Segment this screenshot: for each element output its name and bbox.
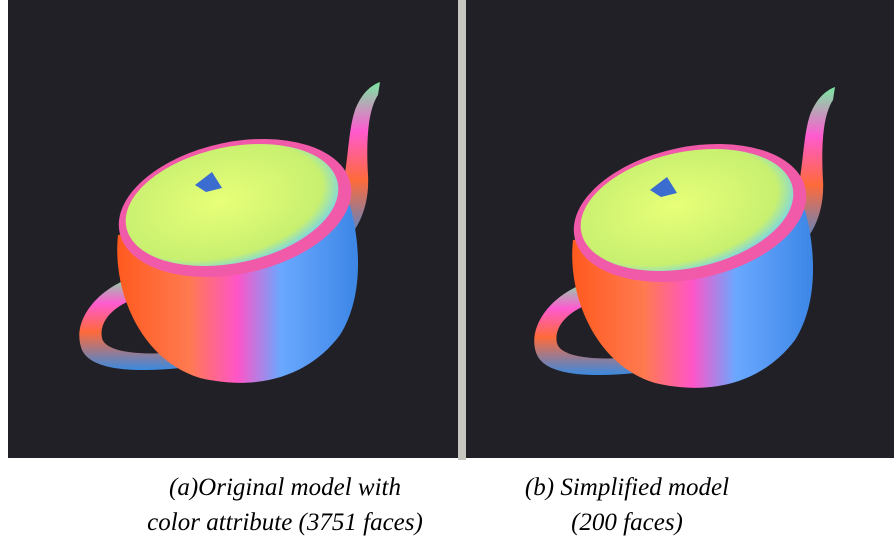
- teapot-images: [0, 0, 894, 460]
- figure-page: (a)Original model with color attribute (…: [0, 0, 894, 543]
- caption-line: (b) Simplified model: [477, 470, 777, 505]
- caption-line: (200 faces): [477, 505, 777, 540]
- caption-b: (b) Simplified model (200 faces): [477, 470, 777, 540]
- caption-line: (a)Original model with: [85, 470, 485, 505]
- caption-a: (a)Original model with color attribute (…: [85, 470, 485, 540]
- caption-line: color attribute (3751 faces): [85, 505, 485, 540]
